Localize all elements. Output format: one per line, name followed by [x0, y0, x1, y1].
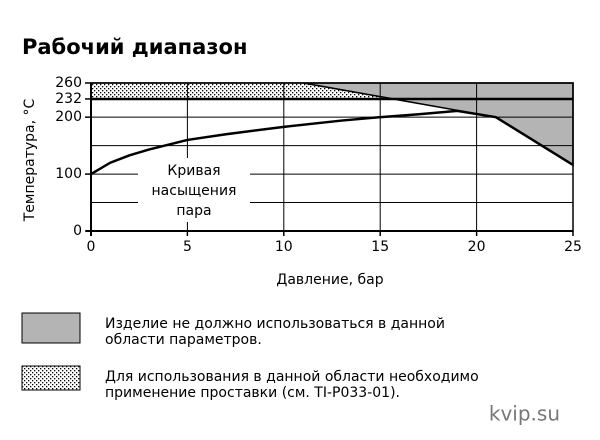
y-tick-label: 200: [55, 109, 82, 125]
legend-swatch: [21, 312, 81, 344]
annotation: Кривая: [167, 163, 220, 179]
x-axis-label: Давление, бар: [276, 272, 383, 288]
legend-label: области параметров.: [105, 332, 262, 348]
legend-label: применение проставки (см. TI-P033-01).: [105, 385, 400, 401]
x-tick-label: 5: [183, 239, 192, 255]
y-axis-label: Температура, °C: [22, 99, 38, 223]
y-tick-label: 0: [73, 223, 82, 239]
legend-label: Для использования в данной области необх…: [105, 369, 479, 385]
chart-title: Рабочий диапазон: [22, 35, 247, 59]
legend-label: Изделие не должно использоваться в данно…: [105, 316, 445, 332]
x-tick-label: 25: [564, 239, 582, 255]
y-tick-label: 260: [55, 75, 82, 91]
y-tick-label: 100: [55, 166, 82, 182]
y-tick-label: 232: [55, 91, 82, 107]
x-tick-label: 0: [87, 239, 96, 255]
annotation-bg: [138, 158, 250, 222]
legend-swatch: [21, 365, 81, 391]
x-tick-label: 20: [468, 239, 486, 255]
line: [90, 109, 574, 176]
x-tick-label: 15: [371, 239, 389, 255]
x-tick-label: 10: [275, 239, 293, 255]
annotation: насыщения: [152, 183, 237, 199]
annotation: пара: [176, 203, 211, 219]
watermark: kvip.su: [489, 402, 560, 426]
